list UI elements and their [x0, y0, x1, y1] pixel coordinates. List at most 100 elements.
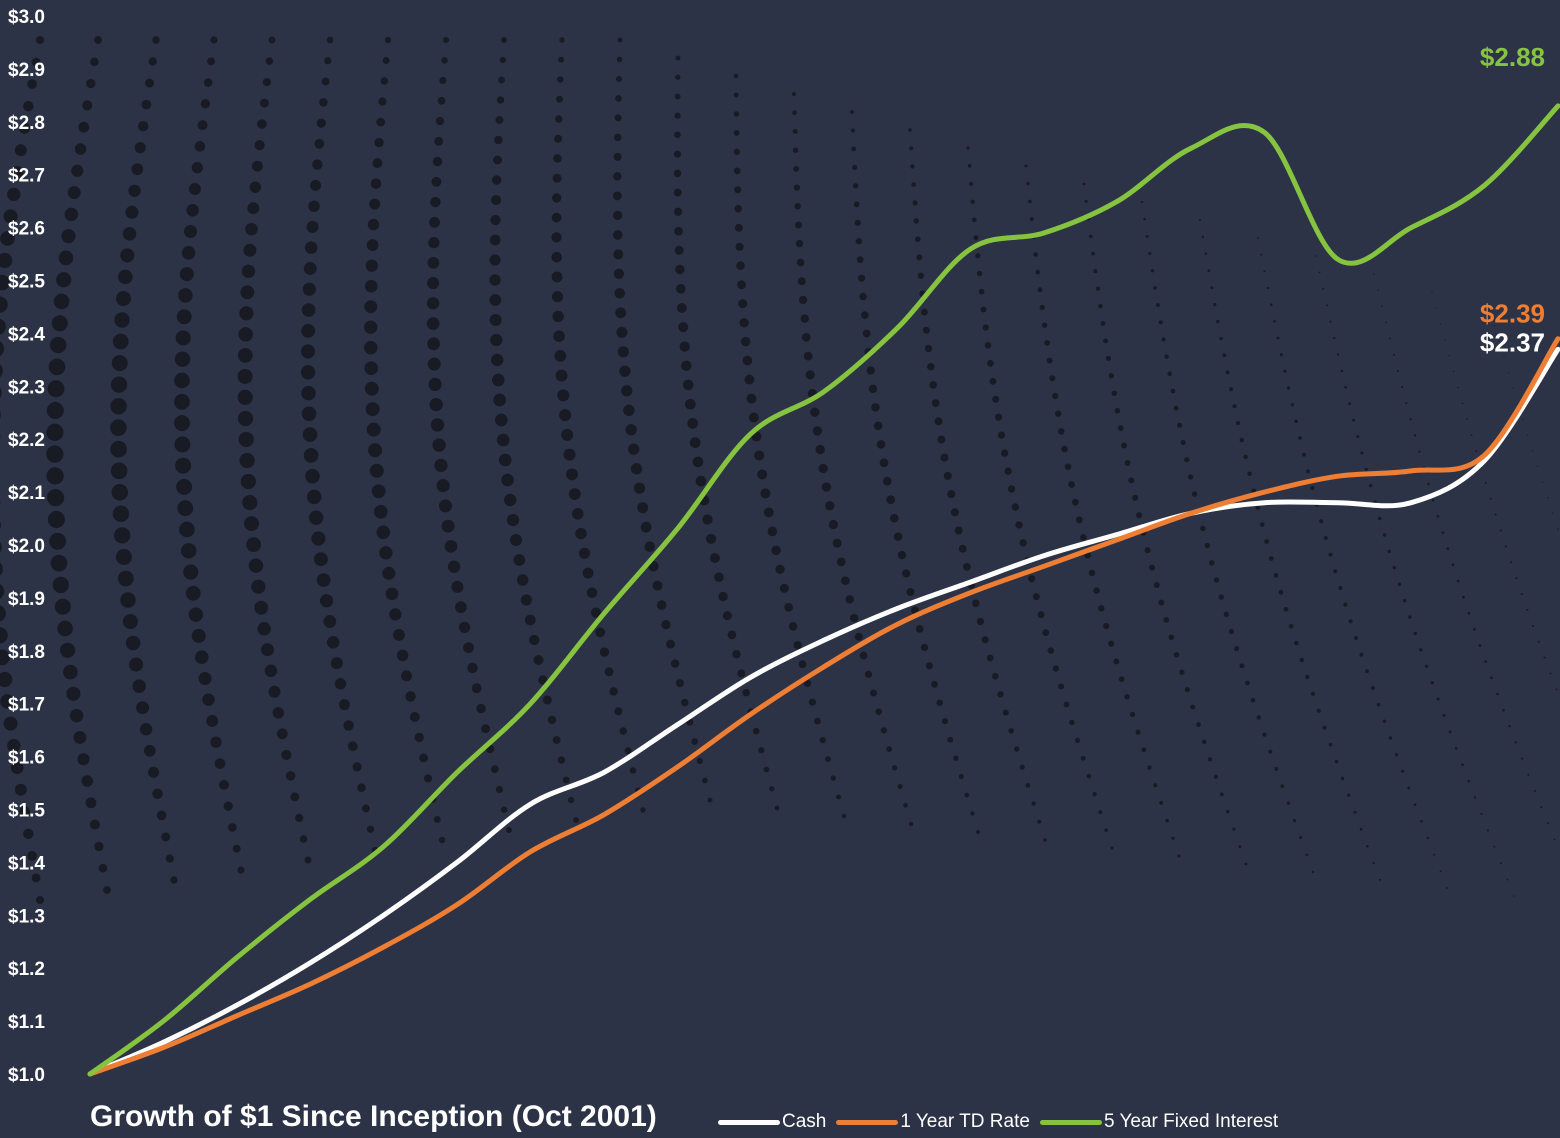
background-dot: [0, 649, 10, 666]
background-dot: [616, 56, 623, 63]
background-dot: [803, 351, 813, 361]
background-dot: [801, 332, 811, 342]
background-dot: [1042, 629, 1050, 636]
background-dot: [744, 374, 755, 385]
background-dot: [868, 384, 878, 394]
background-dot: [509, 533, 523, 547]
background-dot: [906, 587, 915, 597]
background-dot: [793, 184, 801, 191]
background-dot: [1283, 606, 1289, 612]
background-dot: [880, 727, 888, 734]
background-dot: [301, 406, 317, 422]
background-dot: [910, 164, 915, 169]
background-dot: [779, 583, 789, 593]
background-dot: [191, 162, 203, 174]
background-dot: [1494, 325, 1496, 327]
background-dot: [941, 718, 949, 725]
background-dot: [599, 647, 610, 657]
background-dot: [1319, 519, 1324, 524]
background-dot: [176, 478, 193, 495]
background-dot: [219, 779, 229, 790]
background-dot: [633, 482, 646, 494]
background-dot: [1325, 304, 1328, 307]
background-dot: [268, 36, 276, 44]
background-dot: [1213, 774, 1218, 779]
background-dot: [492, 373, 505, 387]
background-dot: [673, 150, 682, 158]
y-tick-label: $2.6: [8, 219, 45, 240]
background-dot: [490, 765, 499, 774]
background-dot: [947, 736, 954, 743]
background-dot: [1489, 309, 1491, 311]
background-dot: [1439, 870, 1442, 873]
background-dot: [1413, 803, 1417, 807]
background-dot: [81, 775, 93, 787]
background-dot: [1467, 611, 1471, 615]
legend: Cash 1 Year TD Rate 5 Year Fixed Interes…: [718, 1111, 1288, 1133]
background-dot: [1032, 593, 1040, 601]
background-dot: [125, 635, 141, 651]
background-dot: [1364, 467, 1368, 471]
background-dot: [982, 324, 989, 331]
background-dot: [369, 198, 381, 210]
background-dot: [1370, 686, 1375, 690]
background-dot: [7, 738, 21, 753]
background-dot: [1490, 676, 1493, 680]
background-dot: [46, 401, 64, 420]
background-dot: [774, 805, 780, 811]
background-dot: [438, 499, 453, 513]
background-dot: [364, 279, 378, 293]
background-dot: [0, 296, 8, 313]
background-dot: [175, 330, 191, 346]
background-dot: [1315, 255, 1317, 257]
background-dot: [396, 649, 409, 662]
background-dot: [1019, 539, 1027, 547]
background-dot: [378, 97, 387, 106]
background-dot: [152, 788, 163, 800]
background-dot: [210, 36, 218, 44]
background-dot: [365, 259, 378, 272]
background-dot: [112, 333, 129, 350]
background-dot: [1004, 467, 1012, 475]
background-dot: [110, 397, 127, 415]
background-dot: [552, 310, 564, 323]
background-dot: [739, 318, 749, 328]
background-dot: [364, 361, 379, 376]
background-dot: [173, 393, 190, 410]
background-dot: [67, 186, 81, 200]
background-dot: [1037, 819, 1042, 824]
background-dot: [551, 251, 562, 263]
background-dot: [458, 621, 471, 634]
background-dot: [0, 411, 1, 419]
background-dot: [314, 138, 325, 149]
background-dot: [733, 92, 739, 98]
background-dot: [1368, 484, 1373, 488]
background-dot: [733, 73, 739, 79]
background-dot: [427, 256, 440, 269]
background-dot: [111, 355, 128, 372]
background-dot: [1153, 783, 1158, 788]
background-dot: [1222, 353, 1227, 358]
background-dot: [125, 205, 139, 219]
background-dot: [1113, 658, 1120, 665]
background-dot: [471, 683, 482, 694]
background-dot: [237, 368, 253, 384]
background-dot: [505, 826, 513, 834]
background-dot: [1031, 801, 1036, 806]
background-dot: [679, 341, 690, 352]
background-dot: [174, 415, 190, 432]
background-dot: [624, 747, 632, 755]
background-dot: [617, 346, 629, 358]
background-dot: [902, 569, 911, 578]
background-dot: [1283, 369, 1287, 373]
background-dot: [1219, 792, 1224, 797]
background-dot: [1475, 450, 1478, 452]
background-dot: [1091, 251, 1096, 256]
background-dot: [1478, 644, 1482, 647]
background-dot: [737, 280, 746, 290]
y-tick-label: $2.2: [8, 430, 45, 451]
background-dot: [366, 422, 381, 437]
background-dot: [334, 678, 347, 690]
background-dot: [129, 657, 144, 672]
background-dot: [882, 476, 892, 486]
